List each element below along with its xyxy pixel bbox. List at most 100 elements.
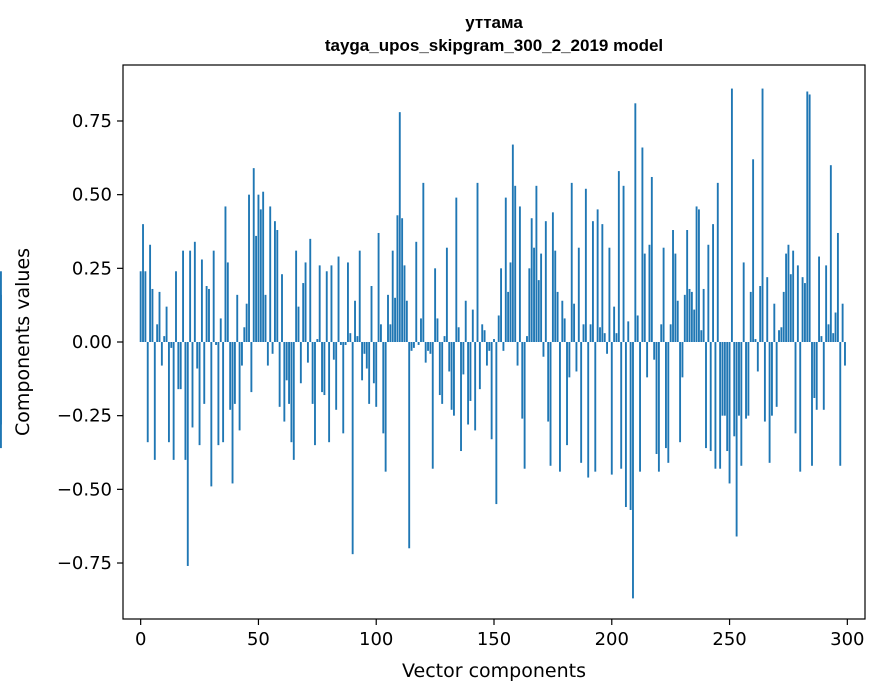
bar-component-270: [775, 342, 778, 407]
bar-component-38: [229, 342, 232, 410]
bar-component-5: [151, 288, 154, 342]
bar-component-169: [537, 280, 540, 342]
bar-component-13: [170, 342, 173, 348]
y-tick-label: 0.25: [72, 258, 112, 279]
bar-component-204: [620, 342, 623, 469]
bar-component-194: [596, 209, 599, 342]
bar-component-4: [149, 244, 152, 342]
bar-component-166: [530, 218, 533, 342]
bar-component-53: [264, 294, 267, 342]
bar-component-168: [535, 185, 538, 342]
bar-component-73: [311, 342, 314, 404]
bar-component-48: [252, 168, 255, 342]
bar-component-1: [142, 224, 144, 342]
bar-component-22: [191, 342, 194, 428]
bar-component-117: [415, 241, 418, 342]
bar-component-45: [245, 303, 248, 342]
bar-component-220: [657, 342, 660, 472]
bar-component-231: [683, 294, 686, 342]
bar-component-250: [728, 342, 731, 484]
bar-component-108: [394, 297, 396, 342]
bar-component-221: [660, 324, 663, 342]
bar-component-90: [351, 342, 354, 555]
bar-component-230: [681, 342, 684, 378]
bar-component-56: [271, 342, 274, 354]
bar-component-139: [467, 342, 470, 425]
bar-component-109: [396, 215, 399, 342]
bar-component-232: [686, 230, 689, 342]
bar-component-234: [690, 291, 693, 342]
bar-component-271: [778, 330, 780, 342]
bar-component-191: [589, 324, 592, 342]
bar-component-126: [436, 318, 439, 342]
x-tick-label: 250: [712, 629, 746, 650]
y-axis-ticks: −0.75 −0.50 −0.25 0.00 0.25 0.50 0.75: [57, 111, 123, 574]
bar-component-121: [424, 342, 427, 363]
bar-component-227: [674, 253, 677, 342]
bar-component-282: [803, 283, 806, 342]
y-tick-label: −0.75: [57, 553, 112, 574]
bar-component-228: [676, 300, 679, 342]
bar-component-243: [712, 224, 714, 342]
bar-component-273: [782, 291, 785, 342]
bar-component-237: [697, 209, 700, 342]
bar-component-105: [387, 294, 389, 342]
bar-component-52: [262, 191, 265, 342]
bar-component-225: [669, 324, 672, 342]
bar-component-261: [754, 339, 757, 342]
bar-component-114: [408, 342, 411, 549]
bar-component-102: [379, 324, 382, 342]
x-tick-label: 150: [477, 629, 511, 650]
bar-component-269: [773, 303, 776, 342]
bar-component-66: [295, 250, 298, 342]
bar-component-167: [533, 247, 535, 342]
bar-component-112: [403, 265, 406, 342]
bar-component-160: [516, 342, 519, 366]
bar-component-242: [709, 342, 712, 452]
x-axis-label: Vector components: [402, 660, 586, 682]
bar-component-211: [636, 315, 639, 342]
x-tick-label: 200: [595, 629, 629, 650]
bar-component-143: [476, 182, 479, 342]
bar-component-30: [210, 342, 213, 487]
bar-component-21: [189, 250, 192, 342]
bar-component-279: [796, 265, 799, 342]
bar-component-171: [542, 342, 545, 357]
bar-component-58: [276, 230, 279, 342]
bar-component-293: [829, 165, 832, 342]
bar-component-213: [641, 147, 644, 342]
bar-component-60: [281, 274, 283, 342]
bar-component-32: [215, 342, 217, 345]
bar-component-283: [806, 91, 809, 343]
bar-component-18: [182, 250, 184, 342]
bar-component-155: [504, 197, 507, 342]
bar-component-57: [273, 221, 276, 342]
bar-component-3: [146, 342, 149, 443]
y-tick-label: 0.00: [72, 332, 112, 353]
bar-component-149: [490, 342, 493, 440]
bar-component-55: [269, 206, 272, 342]
bar-component-265: [763, 342, 766, 422]
bar-component-34: [219, 318, 222, 342]
bar-component-164: [526, 336, 528, 342]
bar-component-212: [639, 342, 641, 472]
bar-component-178: [559, 342, 561, 472]
bar-component-294: [832, 333, 835, 342]
bar-component-87: [344, 342, 347, 345]
bar-component-174: [549, 342, 552, 466]
bar-component-89: [349, 333, 352, 342]
bar-component-161: [518, 206, 521, 342]
bar-component-72: [309, 238, 312, 342]
bar-component-150: [493, 339, 495, 342]
bar-component-76: [318, 265, 321, 342]
bar-component-50: [257, 194, 260, 342]
bar-component-275: [787, 244, 790, 342]
bar-component-288: [818, 256, 820, 342]
bar-component-179: [561, 300, 564, 342]
bar-component-295: [834, 312, 837, 342]
bar-component-124: [431, 342, 434, 469]
bar-component-285: [811, 342, 813, 466]
bar-component-181: [566, 342, 568, 446]
bar-component-214: [643, 253, 646, 342]
